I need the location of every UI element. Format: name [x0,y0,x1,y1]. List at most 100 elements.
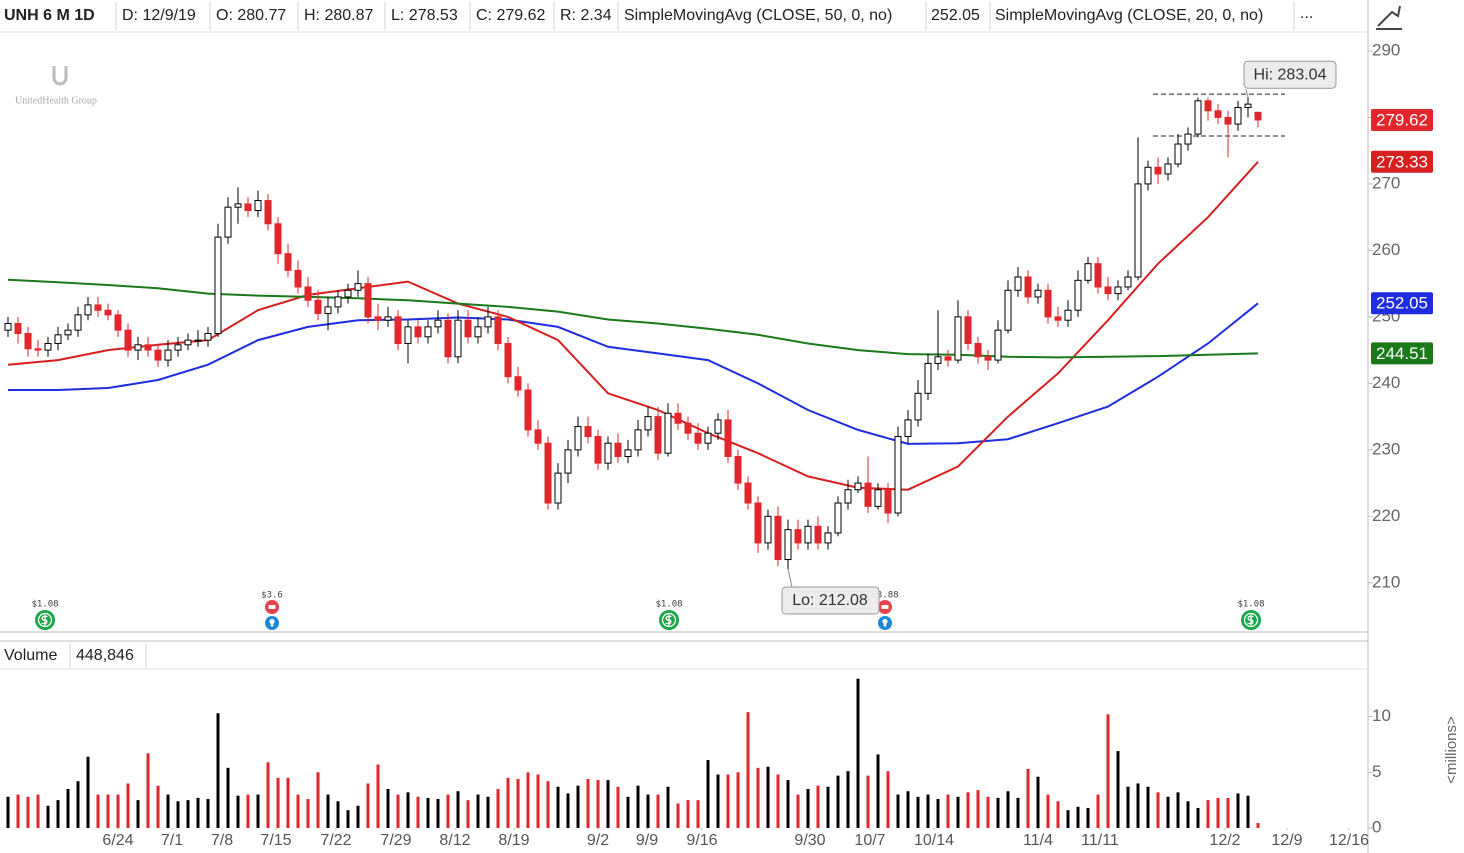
candle-body [464,319,472,338]
volume-bar [566,793,570,828]
volume-bar [1186,801,1190,828]
candle-body [434,319,442,328]
volume-bar [46,805,50,828]
candle-body [64,329,72,336]
icon-bg[interactable] [1368,0,1412,32]
volume-bar [766,766,770,828]
candle-body [934,356,942,364]
volume-bar [1106,714,1110,828]
candle-body [894,436,902,514]
x-tick-label: 7/1 [161,832,183,849]
candle-body [424,326,432,338]
candle-body [234,203,242,208]
volume-bar [1176,792,1180,828]
volume-bar [916,796,920,828]
volume-bar [1156,792,1160,828]
candle-body [974,342,982,358]
volume-bar [256,794,260,828]
volume-bar [206,799,210,828]
candle-body [694,432,702,444]
candle-body [1014,276,1022,291]
candle-body [874,489,882,507]
header-item: L: 278.53 [391,7,458,24]
candle-body [504,342,512,378]
volume-bar [436,799,440,828]
volume-bar [306,799,310,828]
x-tick-label: 9/9 [636,832,658,849]
y-tick-label: 230 [1372,439,1400,458]
volume-bar [356,805,360,828]
candle-body [644,416,652,431]
callout-text: Hi: 283.04 [1254,66,1327,83]
y-tick-label: 240 [1372,373,1400,392]
event-icon [665,614,672,626]
candle-body [534,429,542,444]
candle-body [104,309,112,316]
candle-body [624,449,632,457]
x-tick-label: 9/16 [686,832,717,849]
y-tick-label: 210 [1372,572,1400,591]
candle-body [964,316,972,344]
callout-box [781,586,880,615]
candle-body [684,422,692,434]
icon-stroke[interactable] [1377,5,1401,27]
candle-body [374,316,382,321]
candle-body [54,334,62,344]
event-earnings: $3.88 [871,591,899,630]
x-tick-label: 10/14 [914,832,954,849]
candle-body [1244,103,1252,108]
volume-bar [26,796,30,828]
candle-body [84,304,92,316]
volume-bar [846,771,850,828]
volume-bar [36,794,40,828]
candle-body [764,515,772,544]
candle-body [884,489,892,514]
candle-body [904,419,912,438]
volume-bar [496,789,500,828]
x-tick-label: 12/9 [1271,832,1302,849]
volume-bar [696,800,700,828]
drawing-tool-icon[interactable] [1368,0,1412,32]
volume-bar [166,794,170,828]
volume-bar [1046,794,1050,828]
volume-bar [1196,807,1200,828]
callout-leader [1245,89,1249,98]
volume-bar [1026,768,1030,828]
volume-bar [776,774,780,828]
x-tick-label: 8/12 [439,832,470,849]
candle-body [34,348,42,351]
candle-body [804,525,812,544]
volume-bar [486,796,490,828]
volume-bar [826,786,830,828]
candle-body [1054,316,1062,321]
volume-bar [136,800,140,828]
logo: UnitedHealth Group [15,66,97,106]
volume-bar [216,713,220,828]
volume-bar [296,794,300,828]
volume-bar [346,810,350,828]
volume-bar [1066,810,1070,828]
volume-bar [726,774,730,828]
volume-bar [606,780,610,828]
price-bubble [1371,108,1433,131]
volume-bar [1216,797,1220,828]
volume-bar [1146,786,1150,828]
moving-average [8,302,1259,445]
volume-bar [1256,822,1260,828]
volume-bar [836,775,840,828]
price-bubble-label: 279.62 [1376,110,1428,129]
volume-bar [1096,794,1100,828]
volume-bar [316,772,320,828]
volume-bar [186,800,190,828]
event-label: $1.08 [1237,600,1264,610]
volume-bar [1076,806,1080,828]
candle-body [324,306,332,315]
more-button[interactable]: ... [1300,5,1313,22]
candle-body [394,316,402,344]
candle-body [1124,276,1132,288]
candle-body [204,333,212,341]
candle-body [524,389,532,431]
candle-body [604,442,612,464]
price-bubble-label: 273.33 [1376,152,1428,171]
volume-bar [626,796,630,828]
